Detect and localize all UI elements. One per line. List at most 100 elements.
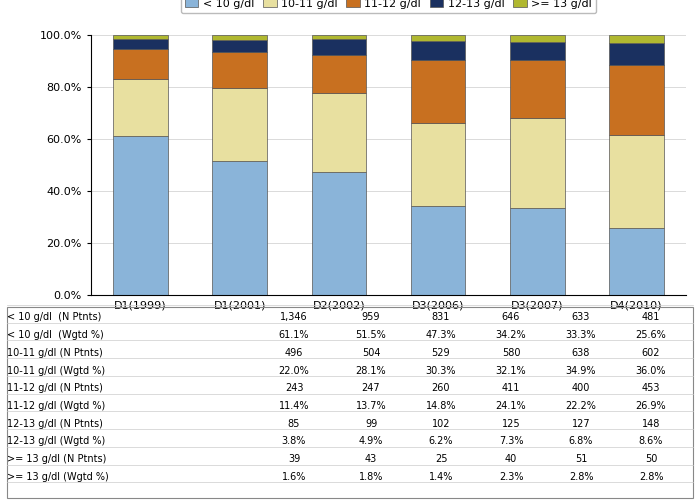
Bar <box>312 38 366 55</box>
Text: 11-12 g/dl (N Ptnts): 11-12 g/dl (N Ptnts) <box>7 384 103 394</box>
Text: 51.5%: 51.5% <box>356 330 386 340</box>
Text: 28.1%: 28.1% <box>356 366 386 376</box>
Bar <box>113 40 168 50</box>
Bar <box>510 118 564 208</box>
Text: 127: 127 <box>572 419 590 429</box>
Bar <box>411 41 466 60</box>
Text: 26.9%: 26.9% <box>636 401 666 411</box>
Bar <box>510 208 564 295</box>
Text: 85: 85 <box>288 419 300 429</box>
Text: 99: 99 <box>365 419 377 429</box>
Text: 39: 39 <box>288 454 300 464</box>
Text: 2.8%: 2.8% <box>638 472 664 482</box>
Bar <box>411 60 466 122</box>
Bar <box>609 65 664 135</box>
Text: 1,346: 1,346 <box>280 312 308 322</box>
Bar <box>213 161 267 295</box>
Text: 2.8%: 2.8% <box>568 472 594 482</box>
Text: 247: 247 <box>362 384 380 394</box>
Text: 61.1%: 61.1% <box>279 330 309 340</box>
Text: >= 13 g/dl (Wgtd %): >= 13 g/dl (Wgtd %) <box>7 472 108 482</box>
Bar <box>312 55 366 93</box>
Text: 22.2%: 22.2% <box>566 401 596 411</box>
Text: 25: 25 <box>435 454 447 464</box>
Bar <box>609 135 664 228</box>
Text: 148: 148 <box>642 419 660 429</box>
Text: 602: 602 <box>642 348 660 358</box>
Text: 580: 580 <box>502 348 520 358</box>
Text: 25.6%: 25.6% <box>636 330 666 340</box>
Text: 36.0%: 36.0% <box>636 366 666 376</box>
Bar <box>609 42 664 65</box>
Text: 43: 43 <box>365 454 377 464</box>
Text: 125: 125 <box>502 419 520 429</box>
Text: 50: 50 <box>645 454 657 464</box>
Bar <box>213 40 267 52</box>
Text: 2.3%: 2.3% <box>498 472 524 482</box>
Text: 12-13 g/dl (N Ptnts): 12-13 g/dl (N Ptnts) <box>7 419 103 429</box>
Text: 22.0%: 22.0% <box>279 366 309 376</box>
Text: 47.3%: 47.3% <box>426 330 456 340</box>
Text: 6.2%: 6.2% <box>428 436 454 446</box>
Bar <box>411 122 466 206</box>
Bar <box>510 35 564 42</box>
Text: 260: 260 <box>432 384 450 394</box>
Bar <box>312 35 366 38</box>
Legend: < 10 g/dl, 10-11 g/dl, 11-12 g/dl, 12-13 g/dl, >= 13 g/dl: < 10 g/dl, 10-11 g/dl, 11-12 g/dl, 12-13… <box>181 0 596 13</box>
Text: 831: 831 <box>432 312 450 322</box>
Text: 10-11 g/dl (N Ptnts): 10-11 g/dl (N Ptnts) <box>7 348 103 358</box>
Text: 6.8%: 6.8% <box>569 436 593 446</box>
Bar <box>312 93 366 172</box>
Text: 11.4%: 11.4% <box>279 401 309 411</box>
Bar <box>609 36 664 43</box>
Text: 7.3%: 7.3% <box>498 436 524 446</box>
Bar <box>213 52 267 88</box>
Bar <box>609 228 664 295</box>
Text: 1.6%: 1.6% <box>282 472 306 482</box>
Text: 453: 453 <box>642 384 660 394</box>
Text: 1.4%: 1.4% <box>429 472 453 482</box>
Text: 3.8%: 3.8% <box>282 436 306 446</box>
Text: < 10 g/dl  (Wgtd %): < 10 g/dl (Wgtd %) <box>7 330 104 340</box>
Text: 8.6%: 8.6% <box>639 436 663 446</box>
Bar <box>113 79 168 136</box>
Text: 529: 529 <box>432 348 450 358</box>
Bar <box>113 50 168 79</box>
Text: 34.2%: 34.2% <box>496 330 526 340</box>
Text: 10-11 g/dl (Wgtd %): 10-11 g/dl (Wgtd %) <box>7 366 105 376</box>
Text: 481: 481 <box>642 312 660 322</box>
Text: 1.8%: 1.8% <box>359 472 383 482</box>
Text: 11-12 g/dl (Wgtd %): 11-12 g/dl (Wgtd %) <box>7 401 105 411</box>
Bar <box>213 35 267 40</box>
Text: 102: 102 <box>432 419 450 429</box>
Bar <box>213 88 267 161</box>
Text: 411: 411 <box>502 384 520 394</box>
Text: 959: 959 <box>362 312 380 322</box>
Text: 30.3%: 30.3% <box>426 366 456 376</box>
Text: 32.1%: 32.1% <box>496 366 526 376</box>
Text: 496: 496 <box>285 348 303 358</box>
Bar <box>411 206 466 295</box>
Text: < 10 g/dl  (N Ptnts): < 10 g/dl (N Ptnts) <box>7 312 101 322</box>
Bar <box>510 42 564 60</box>
Text: 638: 638 <box>572 348 590 358</box>
Text: 633: 633 <box>572 312 590 322</box>
Bar <box>113 136 168 295</box>
Text: 40: 40 <box>505 454 517 464</box>
Bar <box>312 172 366 295</box>
Bar <box>113 36 168 40</box>
Text: 243: 243 <box>285 384 303 394</box>
Bar <box>411 35 466 41</box>
Text: 24.1%: 24.1% <box>496 401 526 411</box>
Text: 646: 646 <box>502 312 520 322</box>
Text: 12-13 g/dl (Wgtd %): 12-13 g/dl (Wgtd %) <box>7 436 105 446</box>
Text: 400: 400 <box>572 384 590 394</box>
Text: 13.7%: 13.7% <box>356 401 386 411</box>
Text: 14.8%: 14.8% <box>426 401 456 411</box>
Text: 34.9%: 34.9% <box>566 366 596 376</box>
Bar <box>510 60 564 118</box>
Text: >= 13 g/dl (N Ptnts): >= 13 g/dl (N Ptnts) <box>7 454 106 464</box>
Text: 33.3%: 33.3% <box>566 330 596 340</box>
Text: 51: 51 <box>575 454 587 464</box>
Text: 504: 504 <box>362 348 380 358</box>
